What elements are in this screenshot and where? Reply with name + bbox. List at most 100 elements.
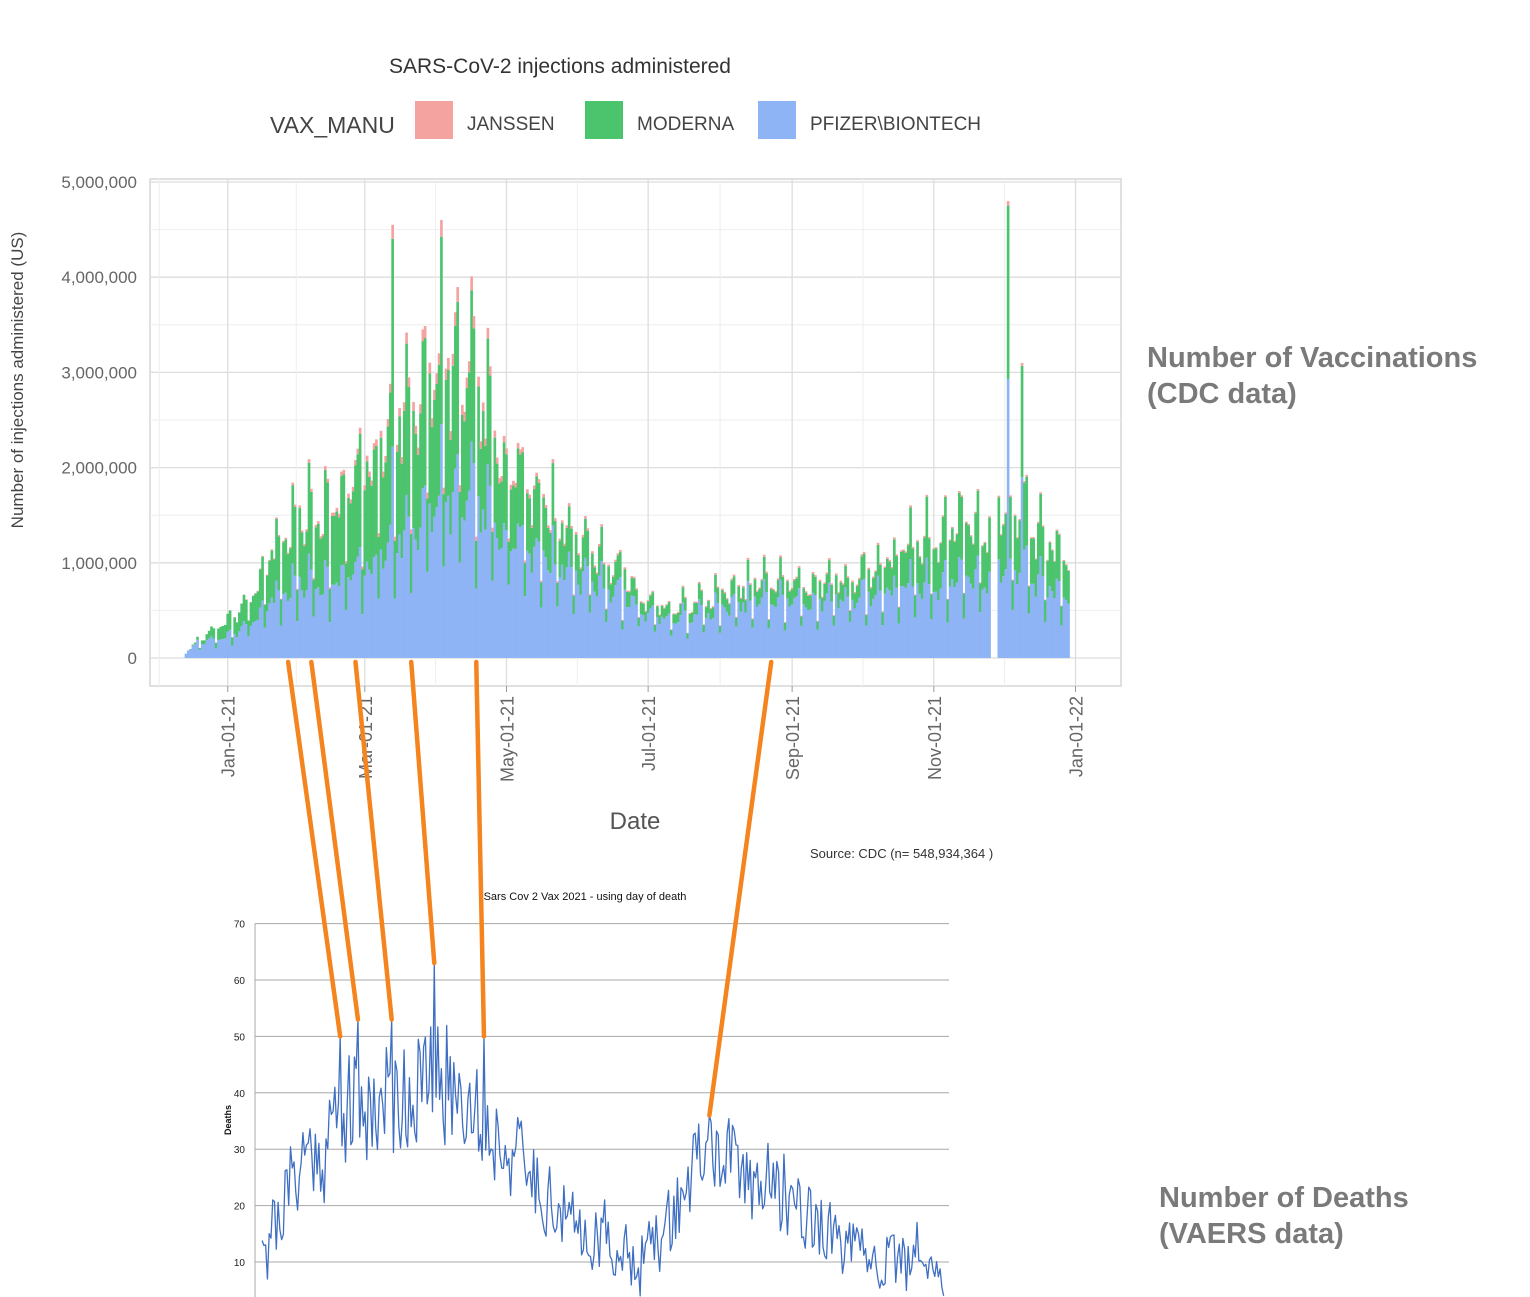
vax-bar-moderna [337, 517, 341, 587]
vax-bar-pfizer [1039, 555, 1042, 658]
vax-bar-pfizer [532, 546, 536, 658]
vax-bar-pfizer [588, 612, 592, 658]
vax-bar-pfizer [479, 532, 483, 658]
vax-bar-janssen [486, 327, 490, 339]
connector-line [285, 659, 343, 1039]
vax-bar-moderna [416, 454, 420, 551]
vax-bar-janssen [409, 529, 413, 534]
vax-bar-janssen [307, 459, 311, 463]
vax-bar-janssen [744, 599, 748, 601]
vax-bar-janssen [716, 586, 720, 588]
vax-bar-janssen [981, 545, 984, 547]
vax-bar-moderna [470, 290, 473, 442]
vax-bar-pfizer [449, 534, 453, 658]
vax-bar-janssen [988, 516, 991, 518]
vax-bar-janssen [270, 549, 274, 551]
vax-bar-janssen [1057, 533, 1061, 535]
vax-bar-moderna [321, 536, 325, 595]
vax-bar-moderna [430, 427, 434, 532]
vax-bar-janssen [516, 442, 520, 449]
vax-bar-pfizer [514, 549, 518, 658]
vax-bar-pfizer [927, 584, 931, 658]
vax-bar-pfizer [395, 553, 399, 658]
vax-bar-janssen [595, 572, 599, 575]
vax-bar-janssen [941, 515, 945, 517]
vax-bar-janssen [335, 507, 339, 512]
vax-bar-janssen [344, 560, 348, 564]
vax-bar-moderna [435, 383, 439, 508]
vax-bar-pfizer [623, 589, 627, 658]
vax-bar-janssen [776, 578, 780, 580]
vax-bar-moderna [663, 608, 666, 619]
vax-bar-pfizer [240, 626, 244, 658]
vax-bar-moderna [865, 615, 868, 626]
vax-bar-pfizer [948, 586, 952, 658]
vax-bar-janssen [985, 551, 989, 553]
vax-bar-janssen [718, 625, 722, 626]
vax-legend: VAX_MANU JANSSEN MODERNA PFIZER\BIONTECH [270, 101, 981, 139]
vax-bar-moderna [365, 461, 369, 562]
vax-bar-janssen [377, 533, 381, 537]
vax-bar-janssen [825, 572, 829, 575]
vax-bar-moderna [964, 522, 968, 576]
vax-bar-pfizer [289, 598, 292, 658]
vax-bar-pfizer [303, 597, 306, 658]
vax-bar-janssen [1067, 570, 1070, 571]
vax-bar-pfizer [435, 507, 439, 658]
vax-bar-janssen [512, 480, 515, 486]
vax-bar-janssen [621, 619, 624, 621]
vax-bar-moderna [960, 496, 964, 560]
vax-bar-janssen [549, 530, 552, 533]
vax-bar-janssen [725, 598, 729, 600]
vax-bar-moderna [414, 433, 418, 540]
vax-bar-janssen [881, 611, 885, 613]
vax-bar-moderna [484, 445, 487, 530]
vax-bar-janssen [832, 614, 836, 616]
vax-bar-janssen [532, 485, 536, 490]
vax-bar-pfizer [440, 423, 443, 658]
vax-bar-moderna [384, 462, 388, 561]
vax-bar-moderna [379, 437, 383, 550]
vax-bar-janssen [767, 619, 771, 620]
vax-bar-pfizer [628, 607, 631, 658]
vax-bar-janssen [1046, 559, 1049, 561]
vax-bar-moderna [238, 612, 241, 632]
vax-bar-moderna [978, 583, 982, 613]
vax-bar-moderna [672, 614, 676, 624]
vax-bar-pfizer [186, 650, 190, 658]
vax-bar-pfizer [314, 588, 318, 658]
vax-bar-moderna [913, 595, 917, 618]
vax-bar-pfizer [200, 643, 204, 658]
vax-bar-moderna [797, 567, 801, 589]
vax-bar-moderna [904, 552, 908, 588]
vax-bar-pfizer [958, 557, 961, 658]
vax-bar-janssen [800, 615, 803, 617]
vax-bar-moderna [679, 603, 682, 616]
vax-bar-janssen [932, 548, 936, 550]
vax-bar-pfizer [658, 624, 662, 658]
vax-bar-pfizer [207, 638, 211, 658]
vax-bar-pfizer [372, 557, 376, 658]
vax-bar-moderna [277, 536, 281, 591]
vax-bar-moderna [272, 559, 276, 603]
vax-bar-pfizer [988, 571, 991, 658]
vax-bar-janssen [886, 557, 889, 559]
vax-bar-pfizer [765, 592, 768, 658]
vax-bar-pfizer [932, 592, 936, 658]
vax-bar-moderna [628, 592, 631, 608]
vax-bar-pfizer [804, 607, 808, 658]
vax-bar-moderna [958, 492, 961, 558]
vax-bar-moderna [546, 528, 550, 571]
vax-bar-moderna [718, 625, 722, 633]
vax-bar-pfizer [916, 583, 919, 658]
vax-bar-pfizer [793, 597, 796, 658]
vax-bar-moderna [890, 568, 894, 596]
vax-bar-moderna [224, 624, 227, 639]
vax-bar-janssen [370, 480, 374, 486]
vax-bar-moderna [858, 579, 861, 598]
vax-bar-janssen [628, 590, 631, 593]
vax-bar-janssen [663, 607, 666, 609]
vax-bar-janssen [337, 513, 341, 518]
vax-bar-moderna [323, 470, 327, 560]
vax-bar-pfizer [676, 622, 680, 658]
